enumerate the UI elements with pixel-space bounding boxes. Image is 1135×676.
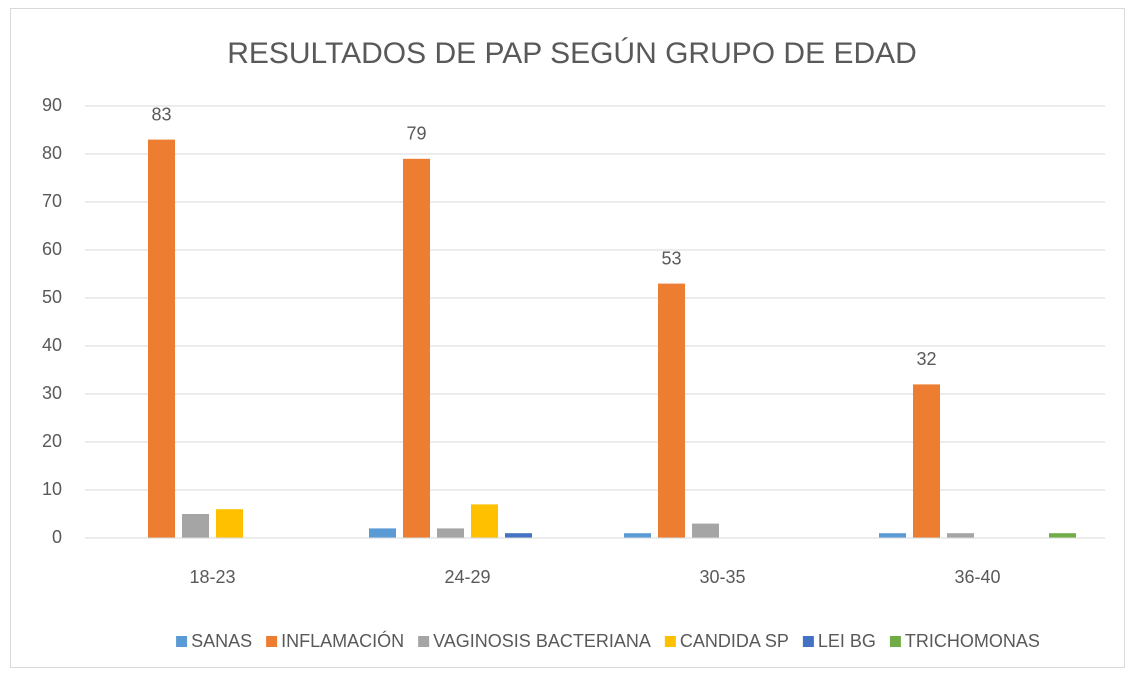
bar	[879, 533, 906, 538]
y-tick-label: 0	[52, 527, 62, 547]
bar	[692, 523, 719, 538]
data-label: 79	[406, 124, 426, 144]
y-tick-label: 50	[42, 287, 62, 307]
bar	[437, 528, 464, 538]
bar	[913, 384, 940, 538]
legend-label: TRICHOMONAS	[905, 631, 1040, 651]
chart-title: RESULTADOS DE PAP SEGÚN GRUPO DE EDAD	[227, 37, 917, 70]
legend-label: SANAS	[191, 631, 252, 651]
bar	[148, 139, 175, 538]
legend-label: CANDIDA SP	[680, 631, 789, 651]
bar	[471, 504, 498, 538]
legend-swatch	[802, 636, 814, 647]
y-tick-label: 20	[42, 431, 62, 451]
bar	[947, 533, 974, 538]
y-tick-label: 70	[42, 191, 62, 211]
bar	[369, 528, 396, 538]
x-tick-label: 24-29	[444, 567, 490, 587]
bar	[624, 533, 651, 538]
y-tick-label: 90	[42, 95, 62, 115]
x-tick-label: 30-35	[699, 567, 745, 587]
bar	[182, 514, 209, 538]
bar	[658, 283, 685, 538]
legend-label: LEI BG	[818, 631, 876, 651]
legend-label: INFLAMACIÓN	[281, 630, 404, 651]
y-tick-label: 40	[42, 335, 62, 355]
x-tick-label: 36-40	[954, 567, 1000, 587]
data-label: 83	[151, 104, 171, 124]
legend-swatch	[176, 636, 188, 647]
legend-swatch	[266, 636, 278, 647]
data-label: 32	[916, 349, 936, 369]
legend-swatch	[664, 636, 676, 647]
y-tick-label: 80	[42, 143, 62, 163]
bar	[1049, 533, 1076, 538]
bar	[403, 158, 430, 539]
bar	[216, 509, 243, 538]
legend-swatch	[889, 636, 901, 647]
x-tick-label: 18-23	[189, 567, 235, 587]
legend-swatch	[418, 636, 430, 647]
y-tick-label: 10	[42, 479, 62, 499]
y-tick-label: 60	[42, 239, 62, 259]
chart-frame	[10, 8, 1125, 668]
y-tick-label: 30	[42, 383, 62, 403]
data-label: 53	[661, 248, 681, 268]
legend-label: VAGINOSIS BACTERIANA	[433, 631, 651, 651]
bar	[505, 533, 532, 538]
